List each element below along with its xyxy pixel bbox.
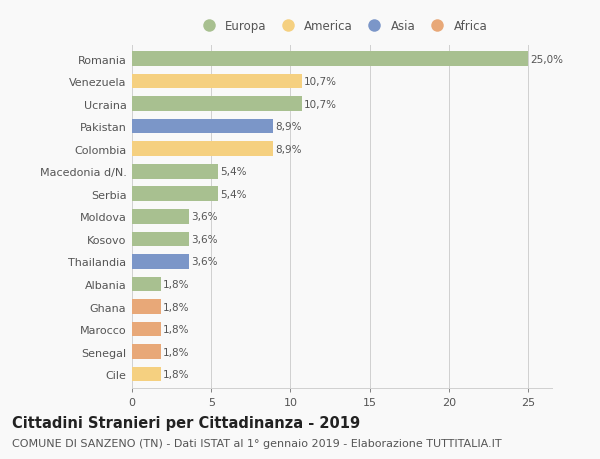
Text: 3,6%: 3,6% (191, 235, 218, 244)
Text: 1,8%: 1,8% (163, 302, 190, 312)
Bar (132, 187, 218, 202)
Bar (132, 345, 161, 359)
Bar (132, 210, 189, 224)
Text: 5,4%: 5,4% (220, 167, 247, 177)
Text: 8,9%: 8,9% (275, 122, 302, 132)
Text: 8,9%: 8,9% (275, 145, 302, 154)
Text: 1,8%: 1,8% (163, 369, 190, 379)
Bar (132, 255, 189, 269)
Text: 1,8%: 1,8% (163, 325, 190, 334)
Bar (132, 300, 161, 314)
Bar (132, 52, 528, 67)
Text: 5,4%: 5,4% (220, 190, 247, 199)
Text: 1,8%: 1,8% (163, 347, 190, 357)
Text: 25,0%: 25,0% (530, 55, 563, 64)
Legend: Europa, America, Asia, Africa: Europa, America, Asia, Africa (194, 17, 490, 35)
Bar (132, 165, 218, 179)
Text: 10,7%: 10,7% (304, 100, 337, 109)
Text: 1,8%: 1,8% (163, 280, 190, 289)
Bar (132, 367, 161, 382)
Text: 3,6%: 3,6% (191, 212, 218, 222)
Text: Cittadini Stranieri per Cittadinanza - 2019: Cittadini Stranieri per Cittadinanza - 2… (12, 415, 360, 431)
Bar (132, 74, 302, 89)
Text: 3,6%: 3,6% (191, 257, 218, 267)
Bar (132, 232, 189, 246)
Bar (132, 322, 161, 336)
Bar (132, 97, 302, 112)
Bar (132, 277, 161, 291)
Bar (132, 120, 273, 134)
Text: COMUNE DI SANZENO (TN) - Dati ISTAT al 1° gennaio 2019 - Elaborazione TUTTITALIA: COMUNE DI SANZENO (TN) - Dati ISTAT al 1… (12, 438, 502, 448)
Bar (132, 142, 273, 157)
Text: 10,7%: 10,7% (304, 77, 337, 87)
